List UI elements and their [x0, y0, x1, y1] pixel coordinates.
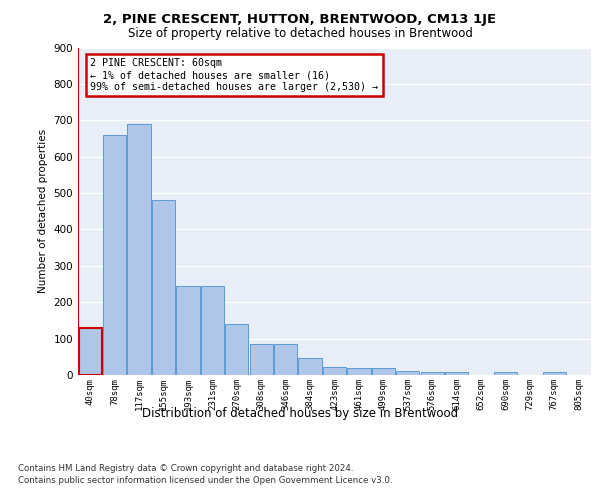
Bar — [494, 372, 517, 375]
Text: 2, PINE CRESCENT, HUTTON, BRENTWOOD, CM13 1JE: 2, PINE CRESCENT, HUTTON, BRENTWOOD, CM1… — [103, 12, 497, 26]
Text: Distribution of detached houses by size in Brentwood: Distribution of detached houses by size … — [142, 408, 458, 420]
Bar — [79, 328, 102, 375]
Text: Contains public sector information licensed under the Open Government Licence v3: Contains public sector information licen… — [18, 476, 392, 485]
Text: 2 PINE CRESCENT: 60sqm
← 1% of detached houses are smaller (16)
99% of semi-deta: 2 PINE CRESCENT: 60sqm ← 1% of detached … — [90, 58, 378, 92]
Bar — [152, 200, 175, 375]
Bar — [347, 368, 371, 375]
Bar — [421, 372, 444, 375]
Bar — [103, 135, 126, 375]
Bar — [298, 358, 322, 375]
Bar — [274, 344, 297, 375]
Text: Size of property relative to detached houses in Brentwood: Size of property relative to detached ho… — [128, 28, 472, 40]
Bar — [372, 368, 395, 375]
Bar — [201, 286, 224, 375]
Bar — [250, 344, 273, 375]
Bar — [127, 124, 151, 375]
Text: Contains HM Land Registry data © Crown copyright and database right 2024.: Contains HM Land Registry data © Crown c… — [18, 464, 353, 473]
Bar — [323, 366, 346, 375]
Bar — [396, 370, 419, 375]
Bar — [445, 372, 468, 375]
Bar — [543, 372, 566, 375]
Bar — [176, 286, 200, 375]
Bar — [225, 324, 248, 375]
Y-axis label: Number of detached properties: Number of detached properties — [38, 129, 48, 294]
